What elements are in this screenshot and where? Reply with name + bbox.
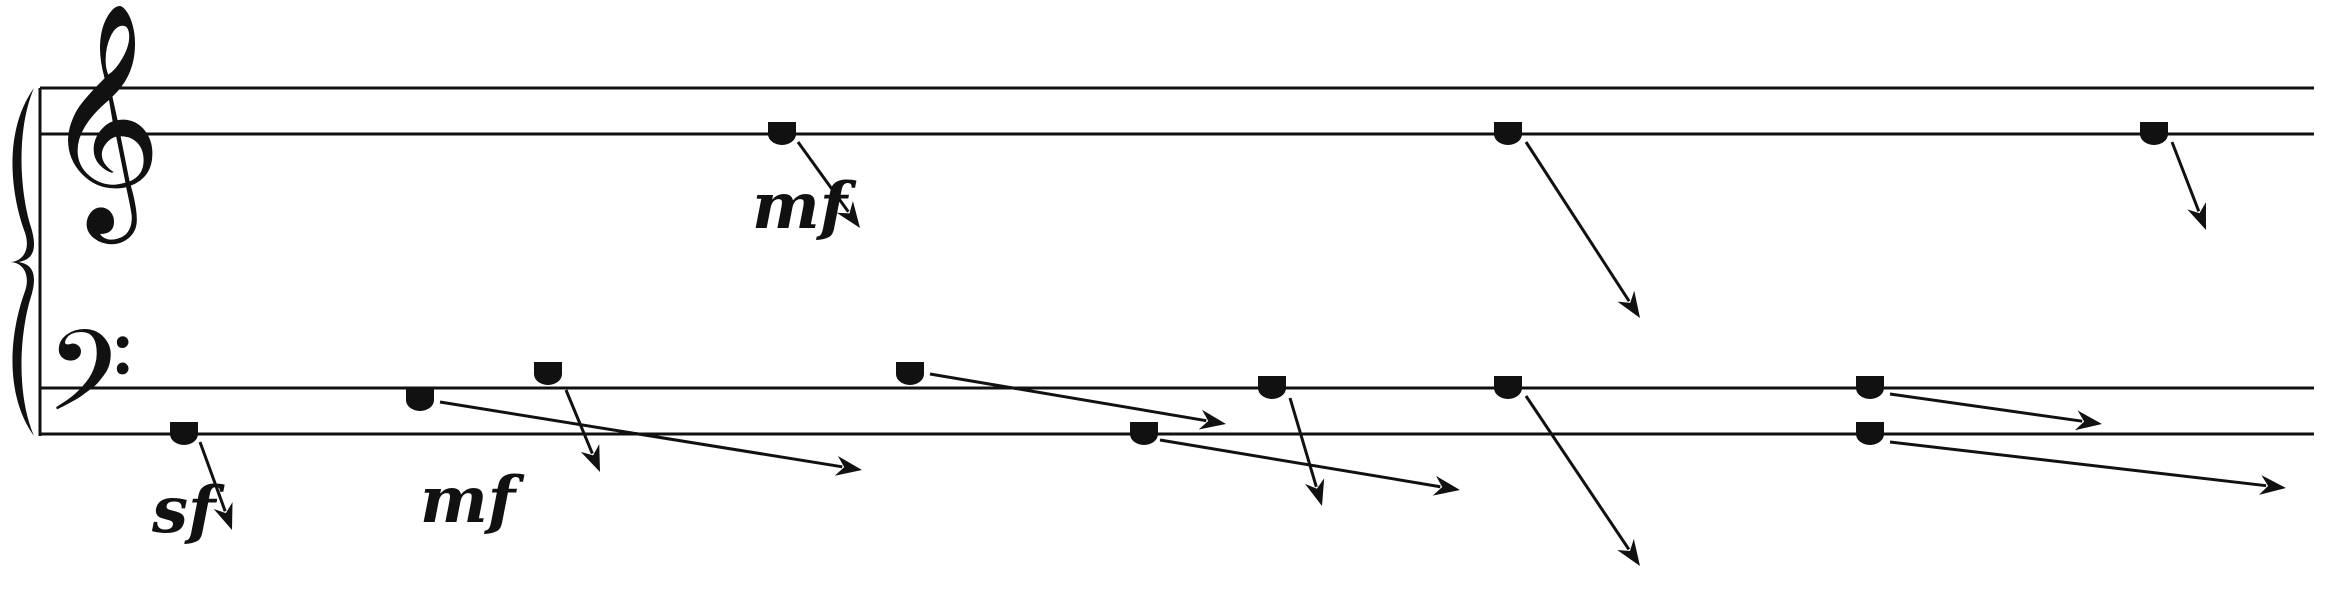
arrow-head <box>836 201 860 228</box>
bass-notes <box>170 362 1884 445</box>
note <box>2140 122 2168 145</box>
treble-clef-icon: 𝄞 <box>44 1 162 244</box>
arrow-shaft <box>1889 392 2083 423</box>
treble-notes <box>768 122 2168 145</box>
note <box>1856 422 1884 445</box>
arrow-shaft <box>1159 438 1441 489</box>
note <box>1856 376 1884 399</box>
arrow-shaft <box>1288 397 1318 488</box>
arrow-head <box>213 502 233 530</box>
arrow-head <box>1617 538 1640 566</box>
bass-clef-icon: 𝄢 <box>46 307 133 465</box>
arrow-shaft <box>796 141 850 213</box>
note <box>1494 122 1522 145</box>
arrow-shaft <box>564 389 594 455</box>
arrow-shaft <box>1524 141 1631 303</box>
arrow-shaft <box>439 400 843 469</box>
note <box>534 362 562 385</box>
note <box>1258 376 1286 399</box>
dynamic-mf-bass: mf <box>420 463 525 538</box>
treble-staff <box>40 86 2314 136</box>
note <box>768 122 796 145</box>
arrow-shaft <box>2170 141 2201 212</box>
bass-staff <box>40 386 2314 436</box>
note <box>1130 422 1158 445</box>
arrow-head <box>1198 409 1226 430</box>
arrow-head <box>2187 202 2206 230</box>
arrow-head <box>2074 410 2102 431</box>
dynamic-sf-bass: sf <box>151 473 225 548</box>
note <box>1494 376 1522 399</box>
arrow-head <box>2259 475 2286 495</box>
arrow-shaft <box>1524 395 1631 551</box>
note <box>896 362 924 385</box>
gesture-arrows <box>198 141 2286 566</box>
arrow-shaft <box>198 441 227 512</box>
arrow-head <box>1305 478 1325 506</box>
arrow-shaft <box>929 372 1207 423</box>
note <box>406 388 434 411</box>
arrow-head <box>834 455 862 476</box>
arrow-head <box>1432 475 1460 496</box>
arrow-shaft <box>1889 440 2267 488</box>
system-brace <box>10 88 34 436</box>
note <box>170 422 198 445</box>
arrow-head <box>1617 290 1640 318</box>
arrow-head <box>580 444 600 472</box>
dynamic-mf-treble: mf <box>752 169 857 244</box>
